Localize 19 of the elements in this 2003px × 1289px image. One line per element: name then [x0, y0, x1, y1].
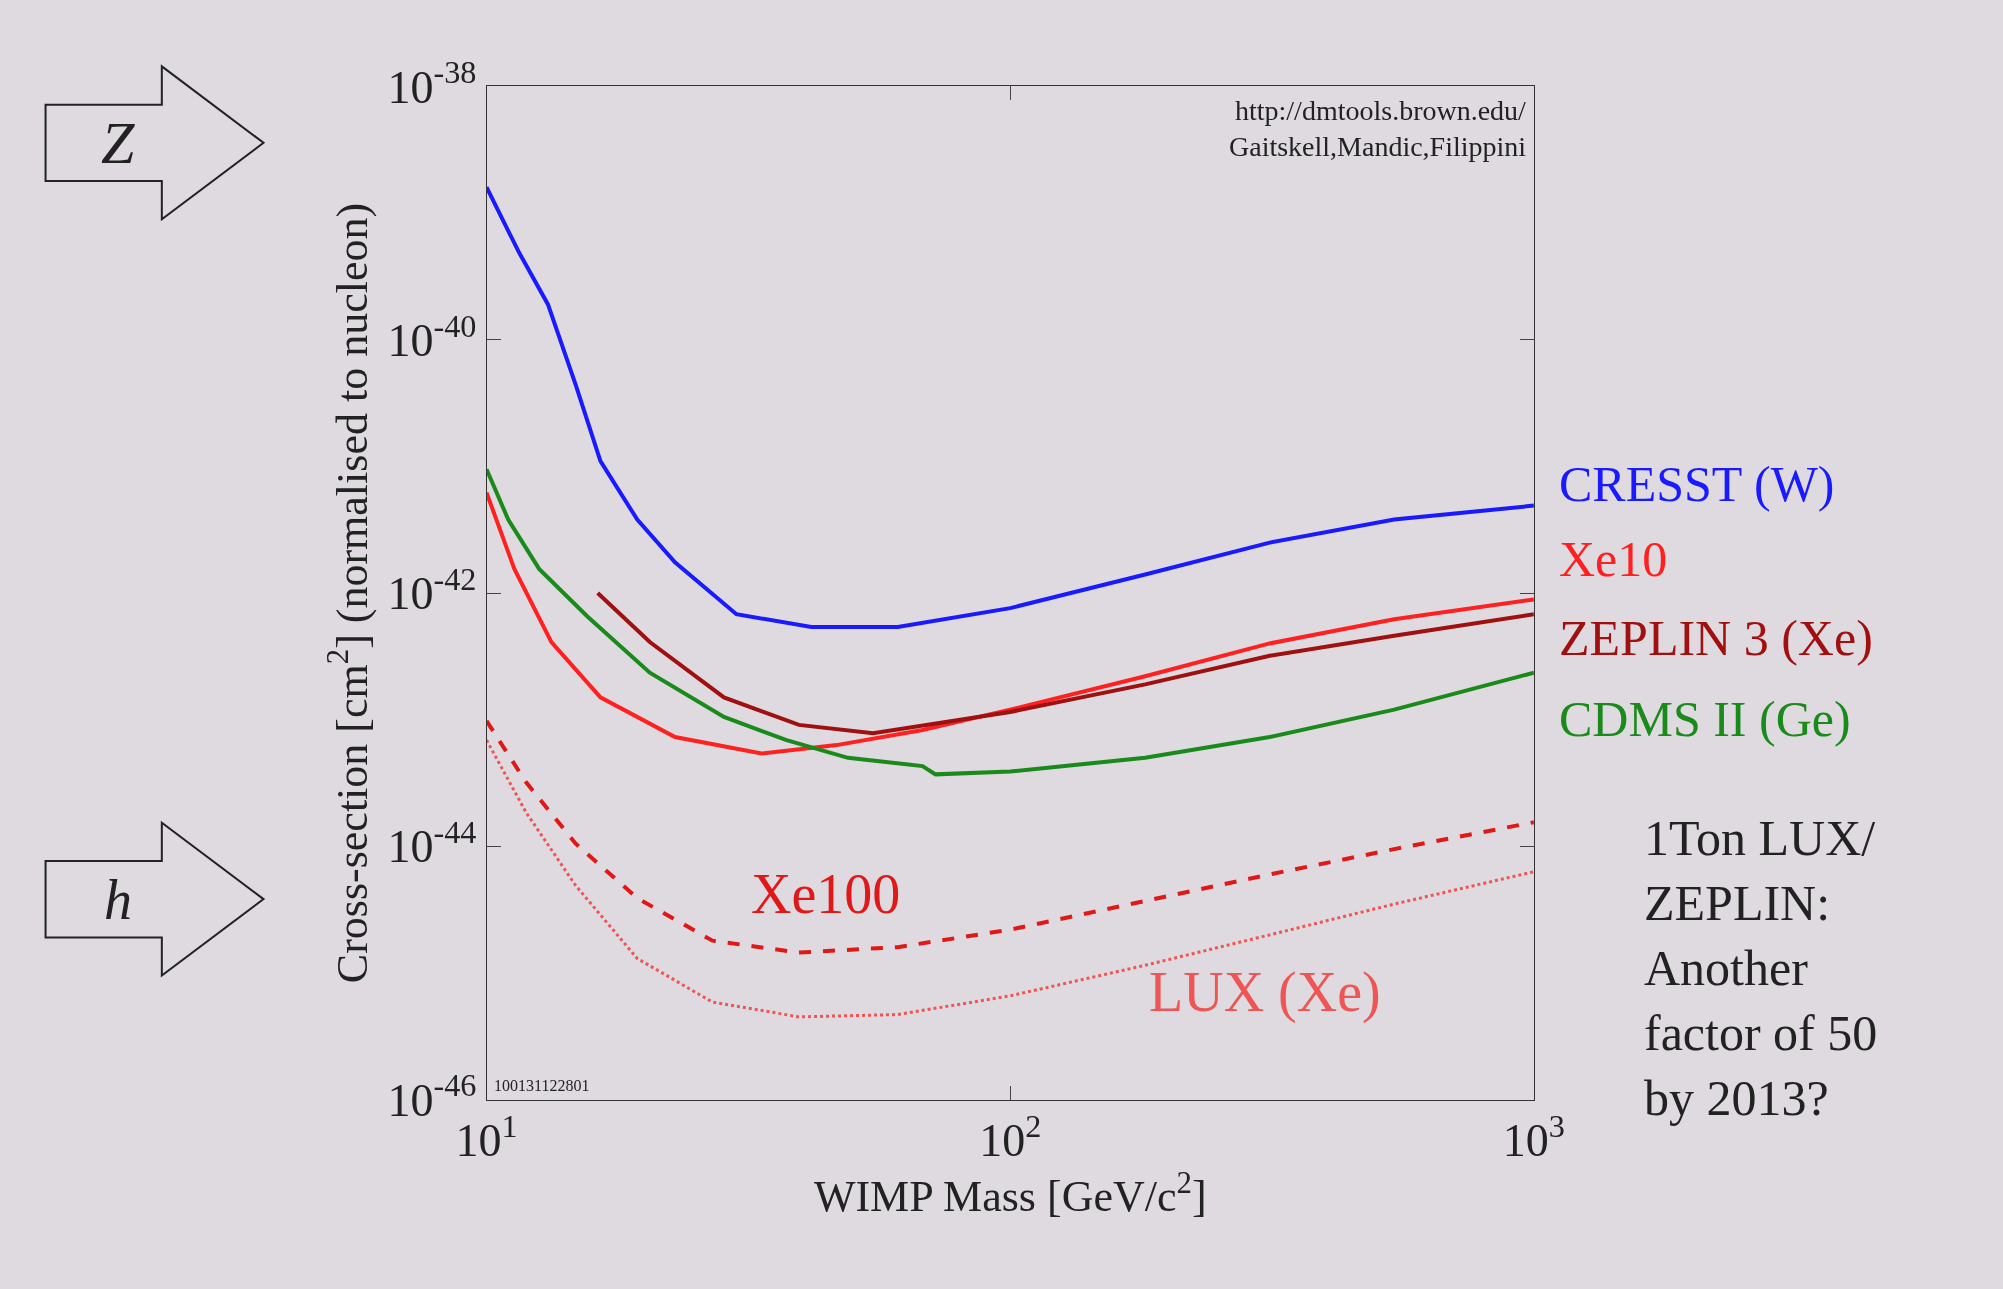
series-label: Xe10: [1559, 531, 1668, 587]
y-tick-label: 10$^{-44}$: [387, 814, 477, 873]
x-axis-title: WIMP Mass [GeV/c$^{2}$]: [813, 1165, 1207, 1222]
y-tick-label: 10$^{-40}$: [387, 307, 477, 366]
text: h: [104, 869, 132, 931]
series-label: Xe100: [751, 863, 901, 925]
series-label: ZEPLIN 3 (Xe): [1559, 610, 1873, 666]
annotation: 100131122801: [494, 1077, 590, 1094]
y-tick-label: 10$^{-42}$: [387, 560, 477, 620]
x-tick-label: 10$^{2}$: [979, 1107, 1042, 1166]
x-tick-label: 10$^{3}$: [1502, 1107, 1565, 1166]
annotation: http://dmtools.brown.edu/: [1235, 95, 1527, 126]
series-label: CRESST (W): [1559, 456, 1835, 512]
series-label: CDMS II (Ge): [1559, 691, 1851, 747]
text: 1Ton LUX/ ZEPLIN: Another factor of 50 by 2013?: [1644, 810, 1878, 1126]
text: Z: [101, 110, 135, 176]
y-tick-label: 10$^{-38}$: [387, 54, 477, 113]
annotation: Gaitskell,Mandic,Filippini: [1229, 131, 1527, 162]
series-label: LUX (Xe): [1149, 961, 1381, 1024]
